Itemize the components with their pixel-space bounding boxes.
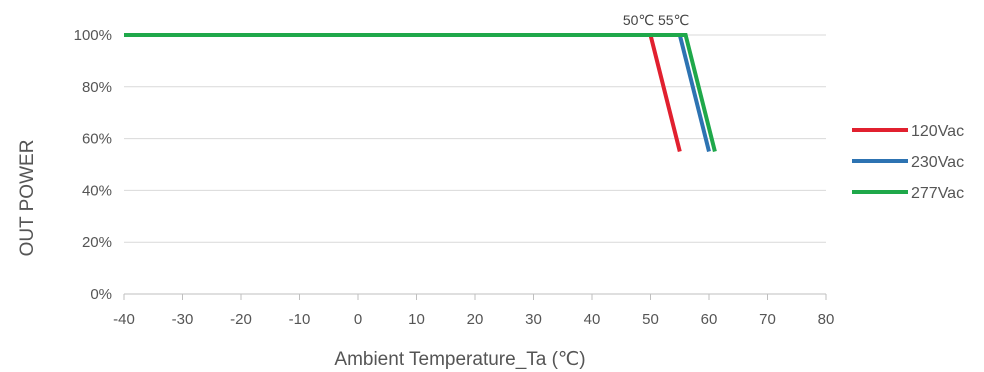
knee-annotation: 50℃ — [623, 12, 654, 28]
x-tick-label: 60 — [701, 311, 718, 328]
x-tick-label: -40 — [113, 311, 135, 328]
axes: 0% 20% 40% 60% 80% 100% -40 -30 -20 -10 0 10 20 30 40 5… — [74, 27, 835, 328]
series-line-277vac — [124, 33, 717, 152]
y-tick-label: 80% — [82, 79, 112, 96]
x-tick-label: 70 — [759, 311, 776, 328]
legend-label: 120Vac — [911, 123, 964, 140]
x-tick-label: 50 — [642, 311, 659, 328]
series-lines — [124, 33, 717, 152]
y-tick-label: 40% — [82, 182, 112, 199]
x-tick-label: 0 — [354, 311, 362, 328]
knee-annotation: 55℃ — [658, 12, 689, 28]
x-tick-label: -10 — [289, 311, 311, 328]
gridlines — [124, 34, 826, 243]
y-tick-label: 0% — [90, 286, 112, 303]
y-tick-label: 100% — [74, 27, 112, 44]
y-axis-title: OUT POWER — [17, 140, 38, 257]
annotations: 50℃ 55℃ — [623, 12, 689, 28]
legend: 120Vac 230Vac 277Vac — [852, 123, 964, 202]
x-tick-label: -20 — [230, 311, 252, 328]
x-tick-label: 30 — [525, 311, 542, 328]
series-line-230vac — [124, 33, 711, 152]
x-tick-label: 10 — [408, 311, 425, 328]
x-tick-label: -30 — [172, 311, 194, 328]
x-tick-label: 40 — [584, 311, 601, 328]
legend-label: 277Vac — [911, 185, 964, 202]
x-tick-label: 80 — [818, 311, 835, 328]
x-axis-title: Ambient Temperature_Ta (℃) — [334, 349, 585, 370]
y-tick-label: 20% — [82, 234, 112, 251]
x-tick-label: 20 — [467, 311, 484, 328]
legend-label: 230Vac — [911, 154, 964, 171]
series-line-120vac — [124, 33, 682, 152]
y-tick-label: 60% — [82, 131, 112, 148]
